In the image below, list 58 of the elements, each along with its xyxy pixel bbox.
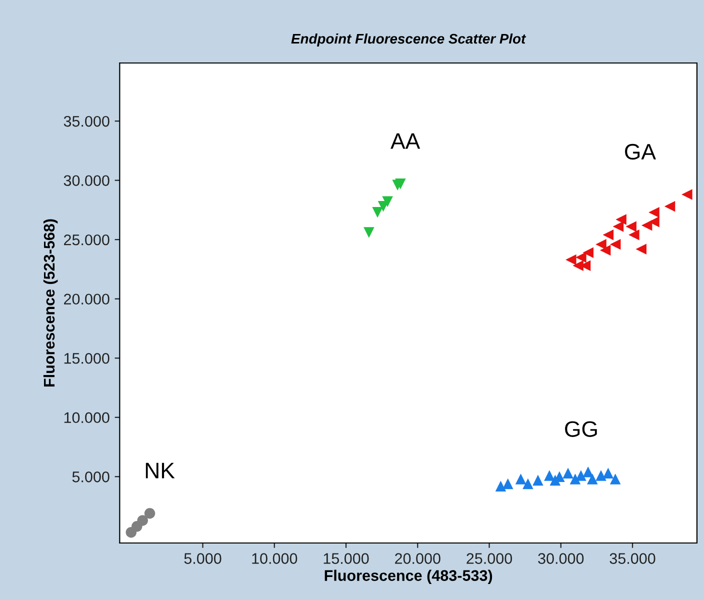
y-tick-label: 10.000 <box>64 412 110 424</box>
y-axis-title: Fluorescence (523-568) <box>43 219 58 386</box>
x-axis-title: Fluorescence (483-533) <box>324 570 492 584</box>
point <box>495 480 506 492</box>
point <box>544 470 555 481</box>
y-tick-label: 20.000 <box>64 294 110 305</box>
point <box>382 196 393 208</box>
point <box>636 244 646 254</box>
point <box>576 470 586 481</box>
point <box>582 247 594 258</box>
point <box>587 474 598 484</box>
point <box>532 474 544 486</box>
series-label: GG <box>565 421 597 437</box>
point <box>682 189 692 200</box>
x-tick-label: 15.000 <box>324 553 369 564</box>
point <box>502 478 514 490</box>
point <box>600 244 611 256</box>
point <box>602 229 614 240</box>
x-tick-label: 10.000 <box>252 553 298 564</box>
point <box>596 470 606 481</box>
point <box>562 468 574 478</box>
y-tick-label: 25.000 <box>64 234 110 246</box>
point <box>576 252 586 263</box>
y-tick-label: 35.000 <box>64 116 110 127</box>
point <box>602 468 614 478</box>
point <box>572 260 584 272</box>
point <box>137 515 148 526</box>
y-tick-label: 15.000 <box>64 352 110 364</box>
x-tick-label: 35.000 <box>610 553 656 564</box>
point <box>582 466 594 478</box>
x-tick-label: 25.000 <box>466 553 512 564</box>
x-tick-label: 5.000 <box>184 553 222 564</box>
point <box>144 508 156 519</box>
point <box>626 221 636 232</box>
point <box>570 474 581 484</box>
series-label: NK <box>146 462 175 478</box>
point <box>664 201 676 212</box>
point <box>395 178 406 190</box>
point <box>628 229 640 240</box>
y-tick-label: 30.000 <box>64 175 110 186</box>
point <box>648 206 660 218</box>
x-tick-label: 30.000 <box>538 553 584 564</box>
point <box>641 220 652 231</box>
point <box>612 221 624 232</box>
series-label: GA <box>625 144 656 160</box>
point <box>596 238 606 250</box>
point <box>372 206 383 218</box>
point <box>522 478 534 490</box>
series-label: AA <box>390 133 420 149</box>
point <box>364 227 374 238</box>
point <box>616 214 626 225</box>
point <box>610 474 621 484</box>
point <box>610 238 621 250</box>
y-tick-label: 5.000 <box>72 471 110 482</box>
chart-title: Endpoint Fluorescence Scatter Plot <box>291 33 526 46</box>
x-tick-label: 20.000 <box>395 553 440 564</box>
point <box>566 254 576 266</box>
point <box>515 474 526 484</box>
